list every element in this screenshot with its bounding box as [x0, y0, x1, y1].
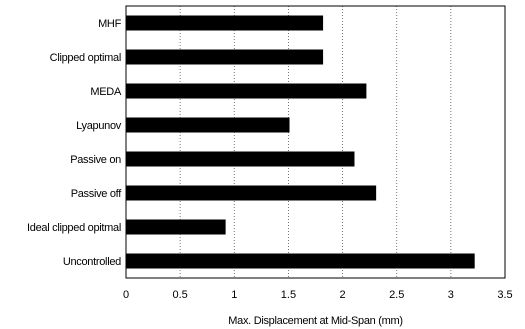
bar [126, 83, 367, 99]
grid-lines [179, 6, 452, 278]
category-label: MHF [98, 18, 122, 30]
x-axis-title: Max. Displacement at Mid-Span (mm) [228, 315, 402, 327]
bar [126, 15, 324, 31]
x-tick-label: 3.5 [497, 289, 512, 301]
bars [126, 15, 475, 269]
bar [126, 253, 475, 269]
x-tick-label: 2 [340, 289, 346, 301]
category-label: MEDA [90, 86, 122, 98]
plot-frame [125, 5, 506, 279]
bar [126, 151, 355, 167]
x-tick-label: 1 [231, 289, 237, 301]
bar [126, 185, 377, 201]
category-labels: MHF Clipped optimal MEDA Lyapunov Passive on… [27, 18, 123, 268]
x-tick-label: 0.5 [172, 289, 187, 301]
category-label: Lyapunov [76, 120, 122, 132]
category-label: Ideal clipped opitmal [27, 222, 121, 234]
category-label: Clipped optimal [50, 52, 121, 64]
x-tick-label: 3 [448, 289, 454, 301]
category-label: Passive off [71, 188, 123, 200]
bar [126, 117, 290, 133]
x-tick-label: 1.5 [281, 289, 296, 301]
x-tick-labels: 0 0.5 1 1.5 2 2.5 3 3.5 [123, 289, 513, 301]
bar [126, 219, 226, 235]
bar [126, 49, 324, 65]
category-label: Passive on [70, 154, 121, 166]
category-label: Uncontrolled [63, 256, 121, 268]
x-tick-label: 0 [123, 289, 129, 301]
x-tick-label: 2.5 [389, 289, 404, 301]
